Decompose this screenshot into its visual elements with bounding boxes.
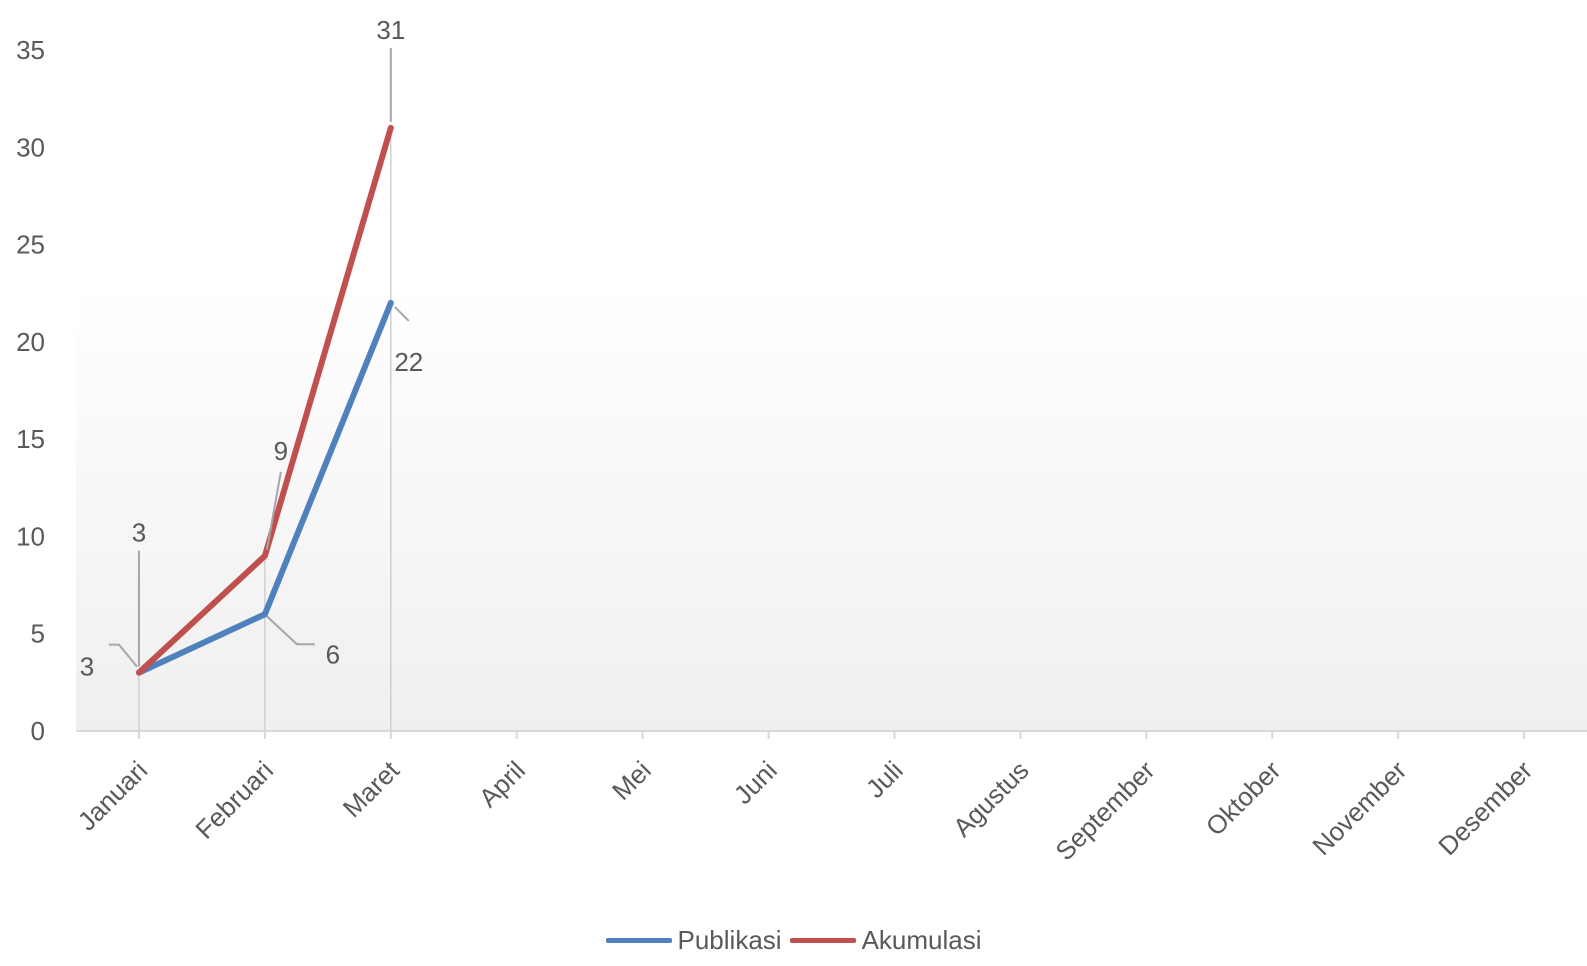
y-tick-label-10: 10 [16,521,45,551]
x-tick-label-juni: Juni [728,755,783,810]
legend-swatch-akumulasi [789,937,856,943]
y-tick-label-25: 25 [16,230,45,260]
x-tick-label-agustus: Agustus [947,755,1035,843]
legend-item-publikasi: Publikasi [605,924,782,956]
data-label-publikasi-februari: 6 [326,639,340,669]
x-axis: Januari Februari Maret April Mei Juni Juli Agus… [72,730,1587,866]
series-line-akumulasi [135,124,394,676]
y-tick-label-5: 5 [31,619,45,649]
data-label-publikasi-januari: 3 [80,652,94,682]
legend-label-publikasi: Publikasi [677,924,782,955]
x-tick-label-mei: Mei [606,755,657,806]
y-tick-label-20: 20 [16,327,45,357]
y-tick-label-0: 0 [31,716,45,746]
x-tick-label-oktober: Oktober [1200,755,1287,842]
x-tick-label-januari: Januari [72,755,154,837]
y-tick-label-35: 35 [16,35,45,65]
y-axis: 0 5 10 15 20 25 30 35 [16,35,45,746]
x-tick-label-juli: Juli [860,755,909,804]
x-tick-label-september: September [1049,755,1160,866]
x-tick-label-desember: Desember [1432,755,1538,861]
data-label-akumulasi-maret: 31 [376,15,405,45]
data-label-akumulasi-februari: 9 [274,436,288,466]
leader-line-publikasi-maret [394,306,410,322]
x-tick-label-november: November [1306,755,1412,861]
y-tick-label-15: 15 [16,424,45,454]
series-line-publikasi [135,299,394,676]
legend: Publikasi Akumulasi [0,916,1587,964]
plot-area [76,50,1587,731]
leader-line-akumulasi-februari [265,471,282,551]
leader-line-publikasi-januari [108,643,138,668]
data-label-akumulasi-januari: 3 [132,518,146,548]
legend-swatch-publikasi [605,937,672,943]
x-tick-label-april: April [473,755,531,813]
data-label-publikasi-maret: 22 [394,347,423,377]
legend-item-akumulasi: Akumulasi [789,924,982,956]
legend-label-akumulasi: Akumulasi [861,924,982,955]
y-tick-label-30: 30 [16,132,45,162]
series-group [135,124,394,731]
x-tick-label-maret: Maret [337,754,406,823]
x-tick-label-februari: Februari [189,755,279,845]
data-label-group: 3 6 22 3 9 31 [80,15,424,682]
leader-line-publikasi-februari [266,615,315,646]
